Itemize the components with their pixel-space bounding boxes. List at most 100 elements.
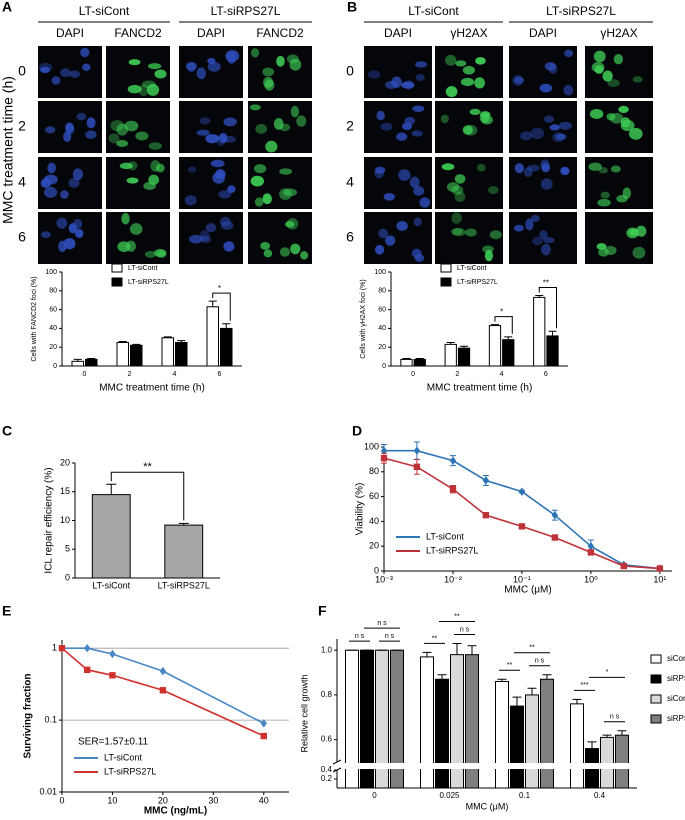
point [620,562,627,570]
bar [161,337,174,367]
bar [220,327,233,367]
y-tick-label: 80 [49,288,57,295]
error-bar [617,730,627,736]
nucleus [525,218,534,231]
error-bar [446,342,455,345]
bar [130,344,143,367]
nucleus [440,114,449,124]
nucleus [129,223,143,235]
nucleus [255,123,268,134]
point [449,456,457,465]
y-tick-label: 60 [49,306,57,313]
nucleus [484,250,493,262]
y-tick-label: 0 [374,565,379,575]
nucleus [205,223,217,233]
point [109,649,116,659]
nucleus [135,131,149,141]
nucleus [413,186,425,196]
nucleus [564,49,574,58]
nucleus [479,112,490,123]
significance-bracket [538,287,558,329]
bar [600,736,614,789]
error-bar [452,642,462,655]
line [62,647,265,725]
nucleus [460,77,475,87]
bar [400,358,413,367]
nucleus [127,84,142,94]
nucleus [155,163,165,173]
nucleus [147,63,162,70]
error-bar [535,295,544,298]
nucleus [454,174,466,184]
legend-label: LT-siCont [426,531,464,541]
y-tick-label: 0.1 [44,714,57,724]
y-tick-label: 1 [52,643,57,653]
group-header: LT-siRPS27L [546,4,616,18]
point [587,542,595,551]
nucleus [148,142,162,150]
error-bar [504,336,513,340]
nucleus [119,162,133,170]
y-tick-label: 0 [65,572,70,582]
nucleus [265,140,278,153]
bar [116,342,129,367]
nucleus [128,59,141,66]
nucleus [378,228,389,239]
group-header: LT-siCont [79,4,130,18]
nucleus [227,51,236,64]
nucleus [404,80,414,90]
nucleus [622,187,632,199]
nucleus [415,73,425,82]
nucleus [205,134,220,144]
x-tick-label: 0.4 [594,791,606,800]
nucleus [549,124,560,131]
row-label: 0 [346,63,354,79]
nucleus [391,76,402,88]
error-bar [222,323,231,329]
nucleus [45,126,56,134]
row-label: 6 [18,229,26,245]
nucleus [86,117,96,129]
nucleus [383,193,396,201]
y-tick-label: 20 [49,344,57,351]
column-header: DAPI [197,26,225,40]
panel-letter: C [2,423,12,439]
nucleus [514,76,525,84]
nucleus [74,228,84,238]
nucleus [216,134,226,147]
nucleus [367,70,381,79]
point [518,523,526,530]
nucleus [250,48,260,58]
nucleus [489,230,502,240]
error-bar [73,358,82,362]
panel-letter: B [347,0,357,15]
significance-label: n s [460,626,470,633]
micrograph [179,212,243,264]
nucleus [80,47,90,58]
y-tick-label: 80 [378,288,386,295]
legend-swatch [650,674,662,684]
legend-label: LT-siCont [128,265,157,272]
nucleus [126,177,139,184]
nucleus [40,231,51,239]
y-tick-label: 100 [364,441,379,451]
bar [510,705,524,789]
error-bar [208,300,217,307]
x-tick-label: 6 [218,371,222,378]
error-bar [163,336,172,338]
y-tick-label: 40 [49,325,57,332]
error-bar [106,483,117,495]
row-label: 0 [18,63,26,79]
x-tick-label: 0.1 [519,791,531,800]
y-axis-label: Cells with FANCD2 foci (%) [31,276,38,361]
point [587,549,595,556]
nucleus [487,186,499,195]
bar [540,678,554,789]
y-tick-label: 100 [45,269,57,276]
nucleus [411,130,423,137]
nucleus [446,182,460,192]
y-tick-label: 0.01 [39,786,57,796]
y-tick-label: 20 [369,541,379,551]
nucleus [156,250,167,258]
nucleus [513,224,524,232]
